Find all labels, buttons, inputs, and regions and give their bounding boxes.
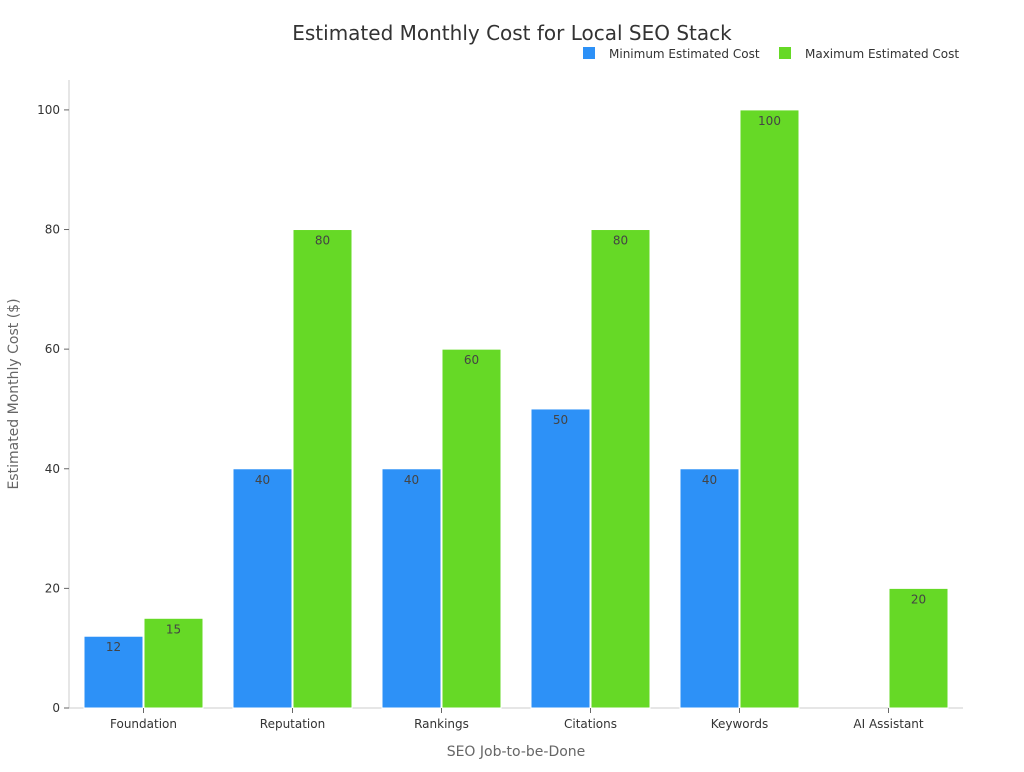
y-axis-title: Estimated Monthly Cost ($) xyxy=(6,298,22,489)
y-tick-label: 0 xyxy=(52,701,60,715)
bar-min-reputation[interactable] xyxy=(232,468,293,709)
x-tick-label: Foundation xyxy=(110,717,177,731)
bar-value-label: 40 xyxy=(255,473,270,487)
y-tick-label: 80 xyxy=(45,223,60,237)
bar-value-label: 40 xyxy=(404,473,419,487)
x-tick-label: AI Assistant xyxy=(853,717,924,731)
x-tick-label: Reputation xyxy=(260,717,325,731)
bar-max-ai-assistant[interactable] xyxy=(888,587,949,709)
legend-label: Minimum Estimated Cost xyxy=(609,47,760,61)
axes xyxy=(68,80,963,709)
y-tick-label: 100 xyxy=(37,103,60,117)
x-tick-label: Rankings xyxy=(414,717,469,731)
bar-value-label: 50 xyxy=(553,413,568,427)
bar-value-label: 80 xyxy=(613,234,628,248)
bars xyxy=(83,109,949,709)
bar-value-label: 12 xyxy=(106,640,121,654)
bar-min-citations[interactable] xyxy=(530,408,591,709)
y-tick-label: 60 xyxy=(45,342,60,356)
bar-value-label: 40 xyxy=(702,473,717,487)
x-tick-label: Keywords xyxy=(711,717,769,731)
y-tick-label: 20 xyxy=(45,581,60,595)
legend-swatch xyxy=(779,47,791,59)
y-axis-ticks: 0 20 40 60 80 100 xyxy=(37,103,69,715)
bar-value-label: 60 xyxy=(464,353,479,367)
bar-max-keywords[interactable] xyxy=(739,109,800,709)
x-axis-title: SEO Job-to-be-Done xyxy=(447,744,586,760)
x-axis-ticks: Foundation Reputation Rankings Citations Key… xyxy=(110,708,924,731)
bar-value-labels: 12 15 40 80 40 60 50 80 40 100 20 xyxy=(106,114,926,654)
bar-value-label: 80 xyxy=(315,234,330,248)
bar-min-keywords[interactable] xyxy=(679,468,740,709)
legend-item-max[interactable]: Maximum Estimated Cost xyxy=(779,47,959,61)
legend-label: Maximum Estimated Cost xyxy=(805,47,959,61)
bar-min-rankings[interactable] xyxy=(381,468,442,709)
bar-value-label: 20 xyxy=(911,592,926,606)
bar-max-rankings[interactable] xyxy=(441,348,502,709)
bar-value-label: 100 xyxy=(758,114,781,128)
chart-title: Estimated Monthly Cost for Local SEO Sta… xyxy=(292,21,732,45)
bar-max-citations[interactable] xyxy=(590,229,651,709)
legend-item-min[interactable]: Minimum Estimated Cost xyxy=(583,47,760,61)
legend: Minimum Estimated Cost Maximum Estimated … xyxy=(583,47,959,61)
bar-max-foundation[interactable] xyxy=(143,617,204,709)
bar-max-reputation[interactable] xyxy=(292,229,353,709)
bar-value-label: 15 xyxy=(166,622,181,636)
x-tick-label: Citations xyxy=(564,717,617,731)
y-tick-label: 40 xyxy=(45,462,60,476)
legend-swatch xyxy=(583,47,595,59)
bar-min-foundation[interactable] xyxy=(83,635,144,709)
